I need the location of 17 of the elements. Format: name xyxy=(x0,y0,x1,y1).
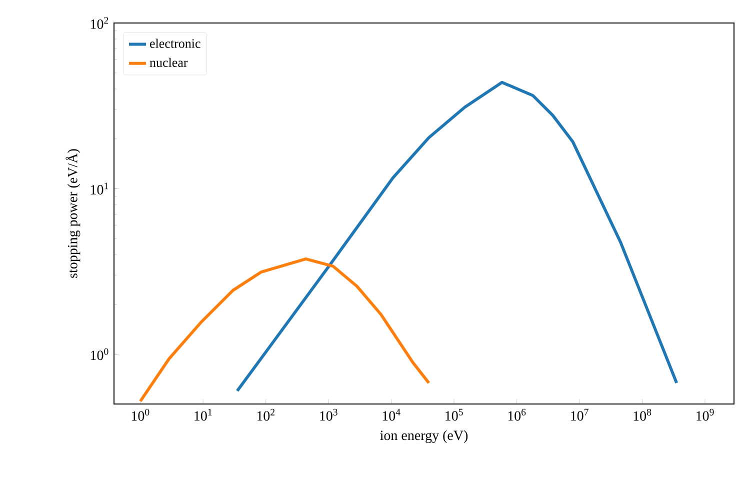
x-tick-label: 10$^{6}$ xyxy=(508,408,526,421)
x-tick-label: 10$^{5}$ xyxy=(446,408,463,421)
x-axis-title: ion energy (eV) xyxy=(380,430,468,443)
x-tick-label: 10$^{8}$ xyxy=(634,408,652,421)
y-tick-label: 10$^{0}$ xyxy=(90,348,108,360)
y-tick-label: 10$^{1}$ xyxy=(90,182,108,194)
x-tick-label: 10$^{7}$ xyxy=(571,408,588,421)
legend-label: nuclear xyxy=(150,58,188,67)
x-tick-label: 10$^{4}$ xyxy=(382,408,400,421)
legend-label: electronic xyxy=(150,38,200,48)
x-tick-label: 10$^{1}$ xyxy=(194,408,212,421)
y-axis-title: stopping power (eV/Å) xyxy=(66,149,80,278)
x-tick-label: 10$^{2}$ xyxy=(257,408,274,421)
x-tick-label: 10$^{3}$ xyxy=(320,408,338,421)
y-tick-label: 10$^{2}$ xyxy=(90,17,108,29)
x-tick-label: 10$^{9}$ xyxy=(696,408,714,421)
x-tick-label: 10$^{0}$ xyxy=(132,408,150,421)
